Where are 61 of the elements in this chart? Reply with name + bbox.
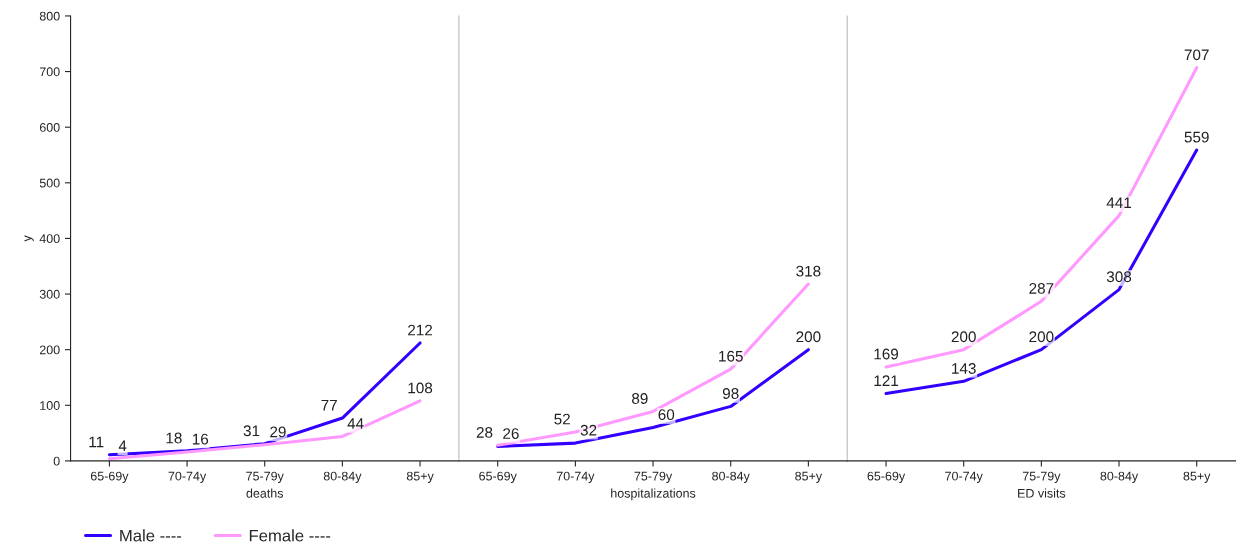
- data-label: 200: [796, 331, 821, 343]
- y-tick-label: 800: [39, 11, 60, 21]
- data-label: 18: [166, 432, 182, 444]
- data-label: 308: [1106, 271, 1132, 283]
- data-label: 60: [658, 409, 675, 421]
- y-tick-label: 300: [39, 289, 60, 299]
- data-label: 26: [503, 428, 519, 439]
- line-series: [107, 399, 422, 461]
- x-axis-title: ED visits: [1018, 488, 1066, 498]
- x-tick-label: 80-84y: [1100, 471, 1139, 483]
- data-label: 11: [89, 436, 104, 448]
- data-label: 52: [554, 413, 570, 425]
- data-label: 31: [243, 425, 260, 437]
- x-tick-label: 85+y: [795, 471, 823, 483]
- y-tick-label: 500: [39, 178, 60, 188]
- x-tick-label: 80-84y: [712, 471, 750, 483]
- x-tick-label: 80-84y: [323, 471, 362, 483]
- data-label: 559: [1184, 131, 1209, 143]
- x-tick-label: 65-69y: [479, 471, 517, 483]
- data-label: 89: [632, 393, 648, 404]
- x-tick-label: 70-74y: [168, 471, 207, 483]
- data-label: 4: [118, 440, 127, 452]
- y-tick-label: 100: [40, 401, 60, 410]
- data-label: 212: [408, 324, 433, 336]
- x-tick-label: 75-79y: [246, 471, 284, 483]
- legend-label: Male ----: [120, 529, 182, 542]
- data-label: 16: [192, 433, 209, 445]
- x-tick-label: 65-69y: [90, 471, 129, 483]
- data-label: 29: [270, 426, 286, 438]
- data-label: 28: [476, 427, 493, 438]
- y-tick-label: 700: [39, 67, 60, 77]
- x-tick-label: 75-79y: [1022, 471, 1061, 483]
- data-label: 44: [347, 418, 364, 429]
- data-label: 169: [874, 348, 899, 360]
- data-label: 98: [722, 388, 739, 399]
- x-tick-label: 70-74y: [556, 471, 595, 483]
- x-axis-title: deaths: [246, 488, 284, 498]
- x-tick-label: 85+y: [1183, 471, 1211, 483]
- data-label: 165: [719, 350, 743, 362]
- x-axis-title: hospitalizations: [611, 488, 696, 501]
- legend-label: Female ----: [249, 529, 331, 542]
- y-tick-label: 600: [39, 122, 60, 132]
- data-label: 77: [321, 399, 337, 411]
- data-label: 121: [874, 375, 899, 386]
- data-label: 287: [1029, 282, 1054, 294]
- x-tick-label: 85+y: [406, 471, 434, 483]
- data-label: 707: [1184, 49, 1209, 61]
- data-label: 108: [408, 382, 433, 394]
- y-tick-label: 0: [53, 456, 60, 466]
- x-tick-label: 65-69y: [867, 471, 906, 483]
- y-tick-label: 400: [39, 234, 60, 244]
- x-tick-label: 70-74y: [945, 471, 983, 483]
- data-label: 441: [1106, 197, 1132, 208]
- data-label: 143: [952, 363, 976, 374]
- data-label: 32: [580, 424, 597, 436]
- data-label: 200: [951, 331, 976, 343]
- data-label: 200: [1029, 331, 1054, 343]
- data-label: 318: [796, 265, 821, 277]
- x-tick-label: 75-79y: [634, 471, 673, 483]
- y-tick-label: 200: [39, 345, 60, 355]
- y-axis-title: y: [24, 235, 34, 242]
